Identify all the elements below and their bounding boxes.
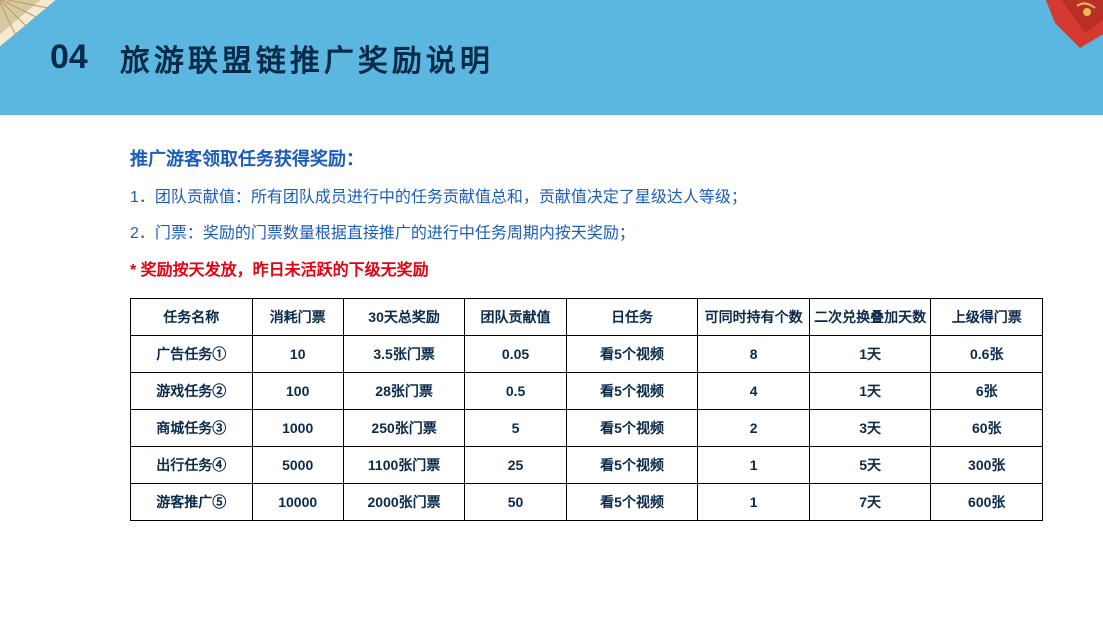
- cell: 广告任务①: [131, 336, 253, 373]
- cell: 3天: [809, 410, 931, 447]
- cell: 看5个视频: [566, 336, 698, 373]
- cell: 6张: [931, 373, 1043, 410]
- intro-bullet-2: 2．门票：奖励的门票数量根据直接推广的进行中任务周期内按天奖励；: [130, 221, 1043, 247]
- cell: 7天: [809, 484, 931, 521]
- table-body: 广告任务① 10 3.5张门票 0.05 看5个视频 8 1天 0.6张 游戏任…: [131, 336, 1043, 521]
- table-row: 出行任务④ 5000 1100张门票 25 看5个视频 1 5天 300张: [131, 447, 1043, 484]
- table-row: 商城任务③ 1000 250张门票 5 看5个视频 2 3天 60张: [131, 410, 1043, 447]
- corner-fan-decoration: [0, 0, 58, 48]
- cell: 0.5: [465, 373, 566, 410]
- cell: 50: [465, 484, 566, 521]
- cell: 1天: [809, 373, 931, 410]
- cell: 10: [252, 336, 343, 373]
- table-row: 广告任务① 10 3.5张门票 0.05 看5个视频 8 1天 0.6张: [131, 336, 1043, 373]
- section-title: 旅游联盟链推广奖励说明: [120, 36, 494, 80]
- cell: 8: [698, 336, 809, 373]
- intro-subtitle: 推广游客领取任务获得奖励：: [130, 145, 1043, 171]
- cell: 100: [252, 373, 343, 410]
- col-upper-ticket: 上级得门票: [931, 299, 1043, 336]
- header-band: 04 旅游联盟链推广奖励说明: [0, 0, 1103, 115]
- table-header-row: 任务名称 消耗门票 30天总奖励 团队贡献值 日任务 可同时持有个数 二次兑换叠…: [131, 299, 1043, 336]
- cell: 2000张门票: [343, 484, 465, 521]
- cell: 300张: [931, 447, 1043, 484]
- content-area: 推广游客领取任务获得奖励： 1．团队贡献值：所有团队成员进行中的任务贡献值总和，…: [0, 115, 1103, 521]
- cell: 看5个视频: [566, 373, 698, 410]
- col-30day-reward: 30天总奖励: [343, 299, 465, 336]
- cell: 0.05: [465, 336, 566, 373]
- cell: 出行任务④: [131, 447, 253, 484]
- intro-warning: * 奖励按天发放，昨日未活跃的下级无奖励: [130, 256, 1043, 280]
- cell: 5天: [809, 447, 931, 484]
- cell: 1000: [252, 410, 343, 447]
- col-task-name: 任务名称: [131, 299, 253, 336]
- cell: 25: [465, 447, 566, 484]
- cell: 1: [698, 484, 809, 521]
- cell: 0.6张: [931, 336, 1043, 373]
- cell: 600张: [931, 484, 1043, 521]
- cell: 看5个视频: [566, 484, 698, 521]
- intro-bullet-1: 1．团队贡献值：所有团队成员进行中的任务贡献值总和，贡献值决定了星级达人等级；: [130, 185, 1043, 211]
- cell: 看5个视频: [566, 410, 698, 447]
- table-row: 游客推广⑤ 10000 2000张门票 50 看5个视频 1 7天 600张: [131, 484, 1043, 521]
- cell: 5000: [252, 447, 343, 484]
- cell: 250张门票: [343, 410, 465, 447]
- reward-table: 任务名称 消耗门票 30天总奖励 团队贡献值 日任务 可同时持有个数 二次兑换叠…: [130, 298, 1043, 521]
- col-contribution: 团队贡献值: [465, 299, 566, 336]
- cell: 5: [465, 410, 566, 447]
- corner-ribbon-decoration: [1025, 0, 1103, 48]
- cell: 游戏任务②: [131, 373, 253, 410]
- col-concurrent: 可同时持有个数: [698, 299, 809, 336]
- cell: 游客推广⑤: [131, 484, 253, 521]
- cell: 4: [698, 373, 809, 410]
- col-daily-task: 日任务: [566, 299, 698, 336]
- cell: 商城任务③: [131, 410, 253, 447]
- cell: 看5个视频: [566, 447, 698, 484]
- cell: 60张: [931, 410, 1043, 447]
- cell: 1100张门票: [343, 447, 465, 484]
- cell: 10000: [252, 484, 343, 521]
- col-stack-days: 二次兑换叠加天数: [809, 299, 931, 336]
- col-cost: 消耗门票: [252, 299, 343, 336]
- table-row: 游戏任务② 100 28张门票 0.5 看5个视频 4 1天 6张: [131, 373, 1043, 410]
- cell: 1: [698, 447, 809, 484]
- cell: 3.5张门票: [343, 336, 465, 373]
- cell: 28张门票: [343, 373, 465, 410]
- cell: 2: [698, 410, 809, 447]
- cell: 1天: [809, 336, 931, 373]
